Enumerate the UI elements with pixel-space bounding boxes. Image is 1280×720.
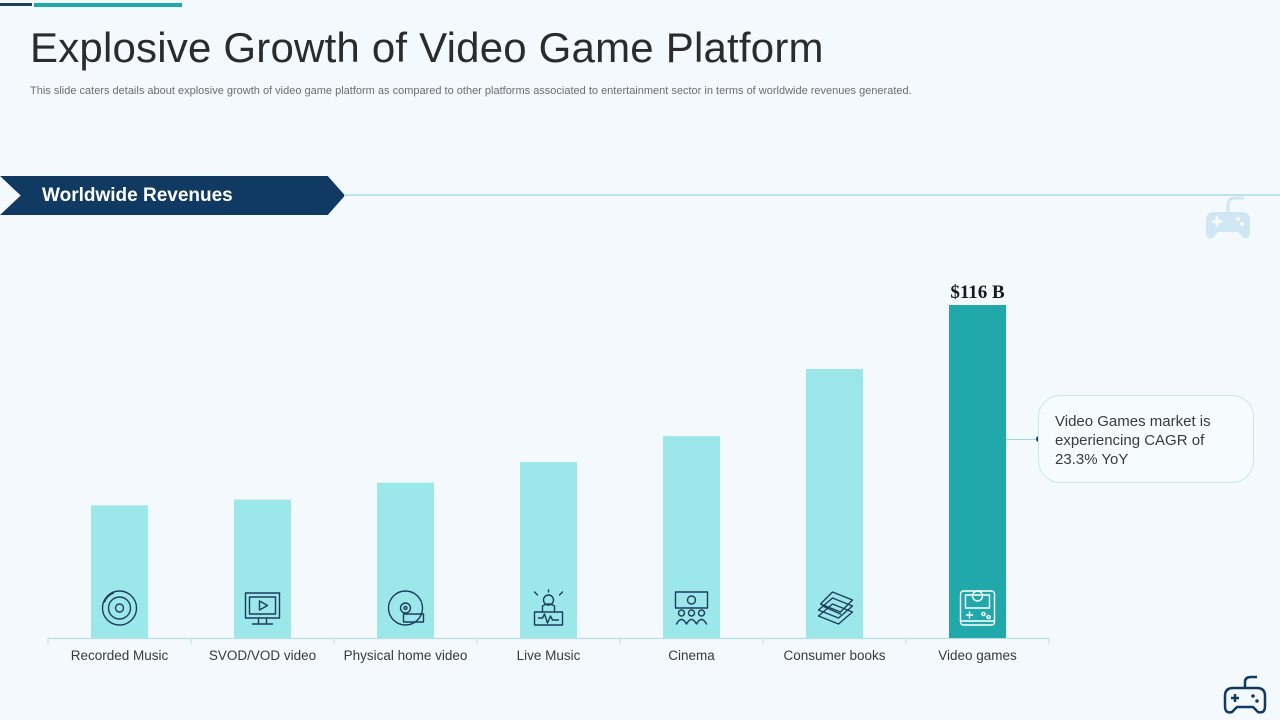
tv-video-icon <box>244 592 281 625</box>
section-banner <box>0 176 345 215</box>
x-tick-label: Physical home video <box>344 648 468 663</box>
accent-bar-teal <box>34 3 182 7</box>
x-tick-label: Recorded Music <box>71 648 169 663</box>
gamepad-outline-icon <box>1223 675 1267 714</box>
callout-connector <box>1006 439 1036 440</box>
x-tick-label: Consumer books <box>783 648 885 663</box>
game-console-icon <box>959 590 996 626</box>
page-title: Explosive Growth of Video Game Platform <box>30 24 824 71</box>
x-tick-label: Cinema <box>668 648 715 663</box>
x-tick-label: SVOD/VOD video <box>209 648 316 663</box>
bar-svod-vod-video <box>234 499 291 638</box>
cinema-audience-icon <box>674 591 709 625</box>
dj-music-icon <box>533 589 564 626</box>
bar-live-music <box>520 462 577 638</box>
x-tick-label: Video games <box>938 648 1017 663</box>
books-stack-icon <box>817 591 854 625</box>
vinyl-record-icon <box>101 590 138 626</box>
x-tick-label: Live Music <box>517 648 581 663</box>
bar-physical-home-video <box>377 482 434 638</box>
callout-box: Video Games market is experiencing CAGR … <box>1038 395 1254 483</box>
dvd-disc-icon <box>387 590 425 626</box>
section-divider <box>344 194 1280 196</box>
gamepad-icon <box>1206 196 1250 239</box>
callout-text: Video Games market is experiencing CAGR … <box>1055 413 1211 468</box>
page-subtitle: This slide caters details about explosiv… <box>30 85 912 97</box>
section-banner-label: Worldwide Revenues <box>42 185 233 206</box>
data-label: $116 B <box>950 282 1005 303</box>
revenue-bar-chart: Recorded Music SVOD/VOD video Physical hom… <box>47 282 1050 663</box>
bar-video-games <box>949 305 1006 638</box>
bar-recorded-music <box>91 505 148 638</box>
accent-bar-dark <box>0 3 32 6</box>
bar-consumer-books <box>806 369 863 638</box>
